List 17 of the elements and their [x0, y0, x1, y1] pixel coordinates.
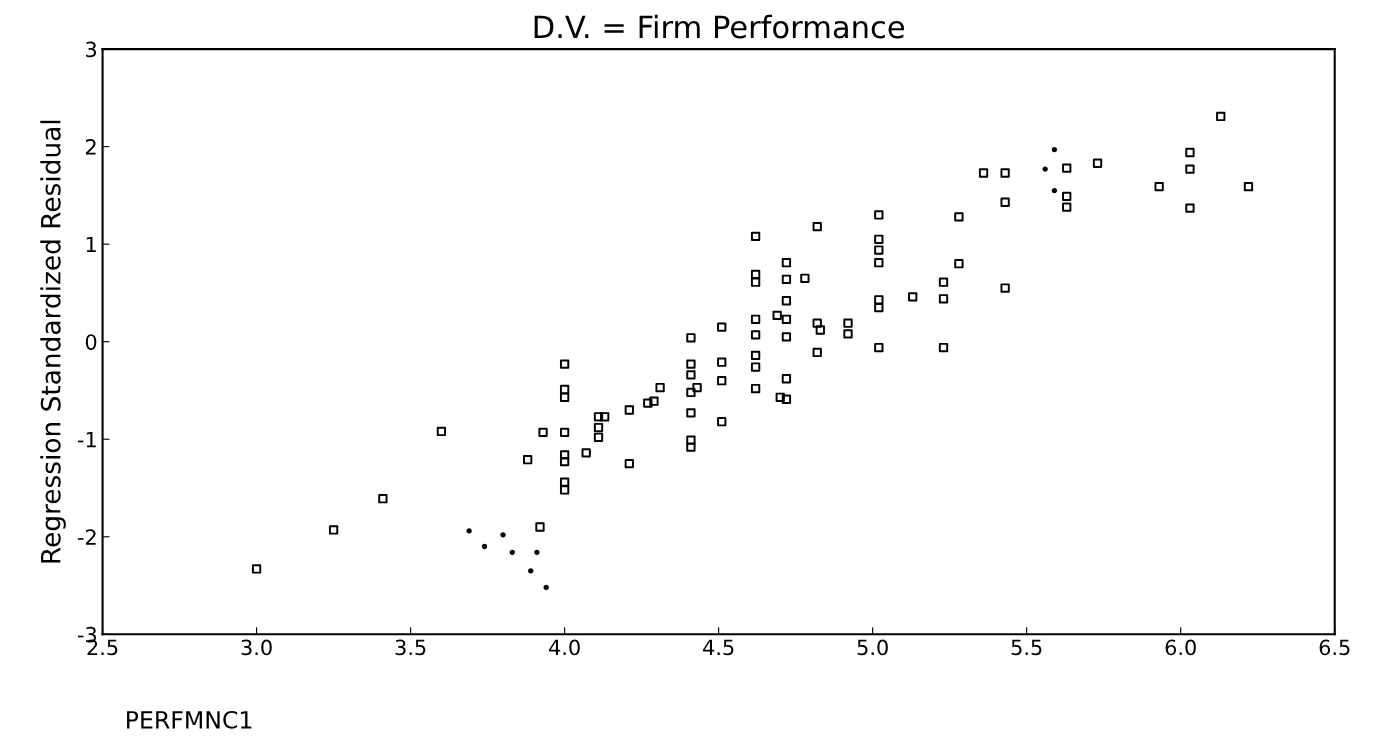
- y-tick-label: -2: [77, 529, 96, 545]
- x-tick-label: 3.0: [241, 639, 272, 656]
- y-tick-label: 2: [85, 139, 96, 155]
- x-tick-label: 6.0: [1165, 639, 1196, 656]
- chart-title: D.V. = Firm Performance: [534, 14, 904, 39]
- x-tick-label: 5.0: [857, 639, 888, 656]
- x-tick-label: 4.0: [549, 639, 580, 656]
- x-tick-label: 4.5: [703, 639, 734, 656]
- x-axis-title: PERFMNC1: [127, 710, 252, 729]
- y-tick-label: 3: [86, 41, 97, 58]
- x-tick-label: 5.5: [1011, 639, 1042, 656]
- y-axis-title: Regression Standardized Residual: [40, 120, 66, 563]
- x-tick-label: 6.5: [1319, 639, 1350, 656]
- y-tick-label: -1: [77, 431, 96, 448]
- x-tick-label: 3.5: [395, 639, 426, 656]
- y-tick-label: 0: [85, 334, 97, 350]
- y-tick-label: 1: [86, 236, 96, 253]
